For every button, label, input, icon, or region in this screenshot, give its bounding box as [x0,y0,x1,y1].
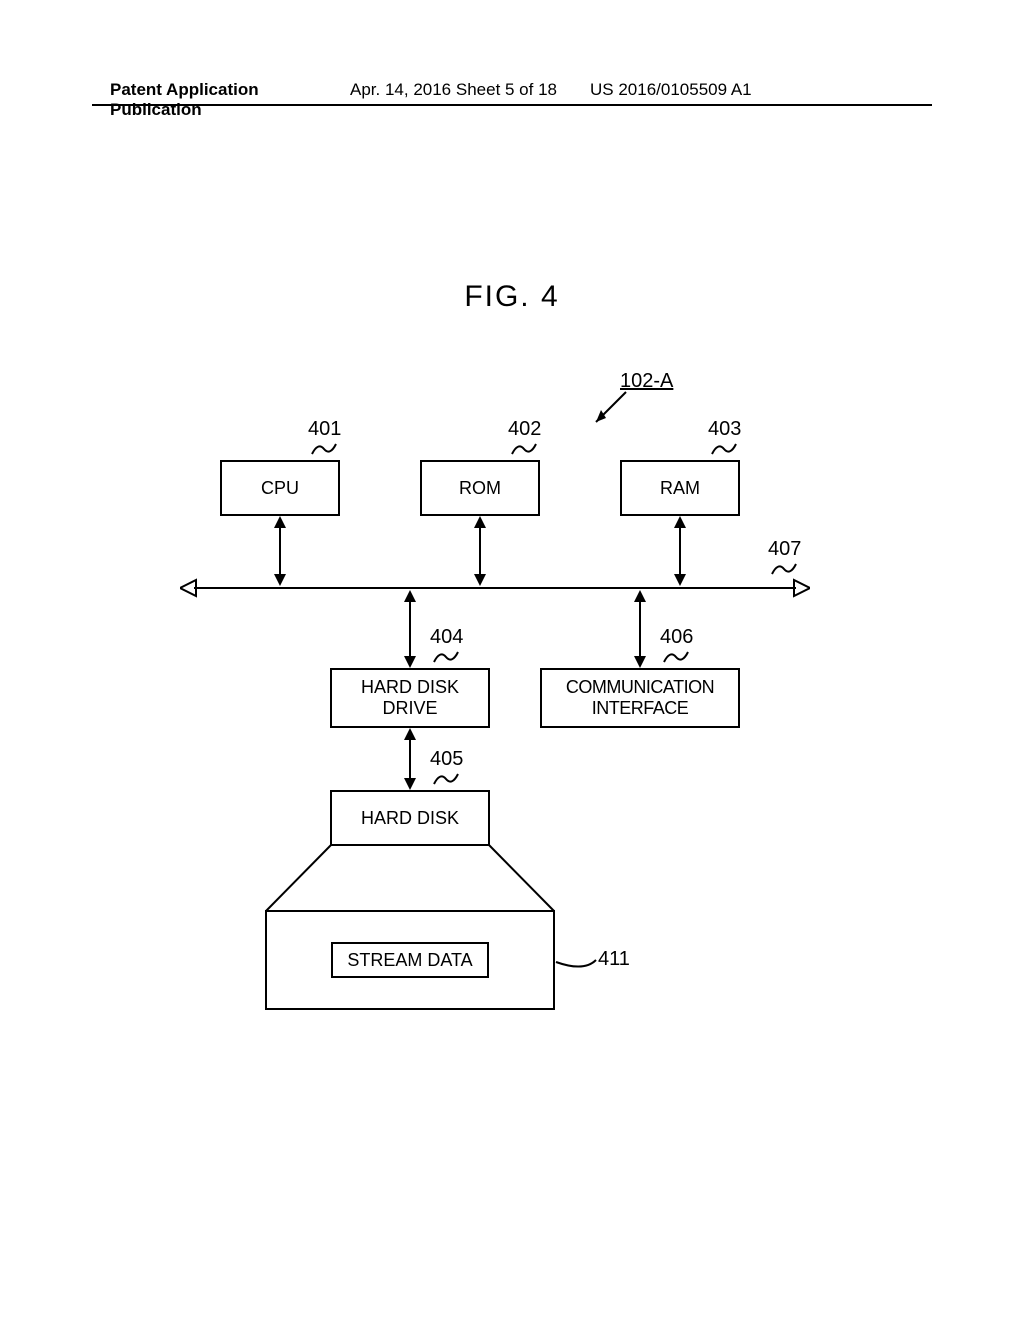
leader-arrow-main [588,388,628,428]
comm-label: COMMUNICATION INTERFACE [566,677,714,718]
hdd-label: HARD DISK DRIVE [361,677,459,718]
ref-main: 102-A [620,370,673,393]
block-hd: HARD DISK [330,790,490,846]
ref-hd: 405 [430,748,463,771]
squiggle-icon [432,772,460,786]
cpu-label: CPU [261,478,299,499]
block-hdd: HARD DISK DRIVE [330,668,490,728]
trapezoid-connector [265,844,555,912]
ref-cpu: 401 [308,418,341,441]
block-stream: STREAM DATA [331,942,488,979]
ref-ram: 403 [708,418,741,441]
block-comm: COMMUNICATION INTERFACE [540,668,740,728]
header-right: US 2016/0105509 A1 [590,80,752,120]
ref-hdd: 404 [430,626,463,649]
rom-label: ROM [459,478,501,499]
ref-bus: 407 [768,538,801,561]
arrow-cpu-bus [270,516,290,586]
arrow-bus-hdd [400,590,420,668]
diagram-canvas: 102-A CPU ROM RAM 401 402 403 407 [190,370,830,1050]
ref-stream: 411 [598,948,630,971]
header-rule [92,104,932,106]
arrow-ram-bus [670,516,690,586]
arrow-rom-bus [470,516,490,586]
squiggle-icon [310,442,338,456]
hd-label: HARD DISK [361,808,459,829]
arrow-bus-comm [630,590,650,668]
squiggle-icon [510,442,538,456]
figure-title: FIG. 4 [0,280,1024,314]
page-header: Patent Application Publication Apr. 14, … [0,80,1024,120]
leader-stream [554,950,598,974]
squiggle-icon [662,650,690,664]
ref-rom: 402 [508,418,541,441]
squiggle-icon [770,562,798,576]
header-left: Patent Application Publication [110,80,350,120]
ref-comm: 406 [660,626,693,649]
block-stream-container: STREAM DATA [265,910,555,1010]
block-cpu: CPU [220,460,340,516]
block-ram: RAM [620,460,740,516]
arrow-hdd-hd [400,728,420,790]
header-mid: Apr. 14, 2016 Sheet 5 of 18 [350,80,590,120]
ram-label: RAM [660,478,700,499]
block-rom: ROM [420,460,540,516]
stream-label: STREAM DATA [347,950,472,970]
squiggle-icon [432,650,460,664]
squiggle-icon [710,442,738,456]
